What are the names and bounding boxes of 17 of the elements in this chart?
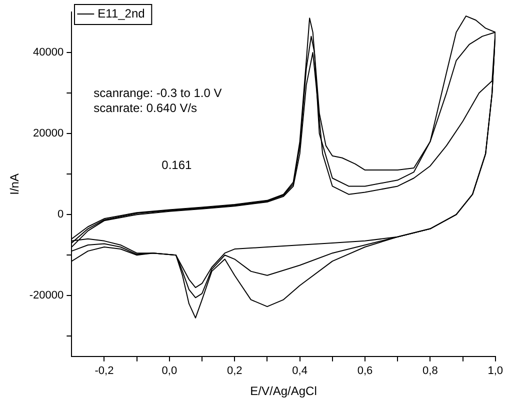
y-tick-label: 40000 [33, 46, 64, 59]
x-axis-title: E/V/Ag/AgCl [250, 384, 317, 398]
annotation: scanrate: 0.640 V/s [94, 101, 198, 115]
annotation: scanrange: -0.3 to 1.0 V [94, 86, 222, 100]
x-tick-label: 0,6 [357, 365, 373, 378]
y-tick-label: 20000 [33, 128, 64, 140]
y-tick-label: -20000 [29, 290, 64, 302]
x-tick-label: -0,2 [94, 365, 114, 378]
x-tick-label: 1,0 [488, 365, 504, 378]
legend-label: E11_2nd [98, 6, 145, 20]
annotation: 0.161 [162, 158, 192, 172]
x-tick-label: 0,8 [422, 365, 438, 378]
x-tick-label: 0,4 [292, 365, 308, 378]
x-tick-label: 0,2 [226, 365, 242, 378]
x-tick-label: 0,0 [162, 365, 178, 378]
y-tick-label: 0 [58, 208, 64, 221]
y-axis-title: I/nA [8, 174, 22, 195]
